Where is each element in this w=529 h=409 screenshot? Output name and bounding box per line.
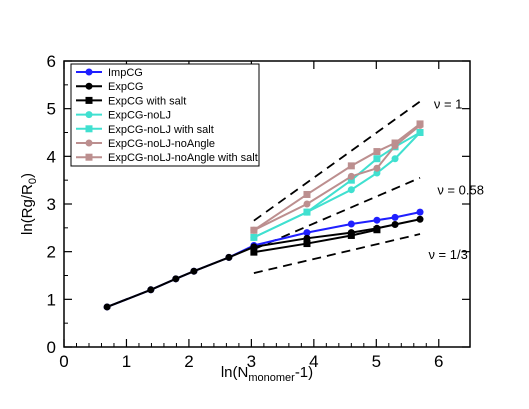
series-2-point-1: [303, 240, 311, 248]
x-axis-label-sub: monomer: [248, 372, 295, 384]
legend: ImpCG ExpCG ExpCG with salt ExpCG-noLJ ExpCG…: [70, 63, 260, 167]
series-2-point-3: [373, 226, 381, 234]
legend-label-6: ExpCG-noLJ-noAngle with salt: [108, 152, 258, 164]
legend-label-5: ExpCG-noLJ-noAngle: [108, 138, 215, 150]
y-tick-label-5: 5: [47, 100, 56, 119]
series-4-point-2: [347, 176, 355, 184]
legend-marker-0: [85, 68, 93, 76]
annotation-0: ν = 1: [434, 97, 463, 112]
x-axis-label-suffix: -1): [295, 364, 313, 381]
x-axis-label: ln(Nmonomer-1): [221, 364, 313, 384]
series-0-point-6: [303, 229, 311, 237]
y-axis-label-sub: 0: [27, 178, 39, 184]
legend-label-3: ExpCG-noLJ: [108, 110, 171, 122]
annotations: ν = 1 ν = 0.58 ν = 1/3: [428, 97, 484, 262]
series-6-point-3: [373, 148, 381, 156]
legend-label-2: ExpCG with salt: [108, 95, 186, 107]
series-6-point-4: [391, 139, 399, 147]
x-tick-label-3: 3: [247, 352, 256, 371]
y-tick-label-6: 6: [47, 52, 56, 71]
series-2: [250, 226, 381, 256]
series-1-point-0: [103, 303, 111, 311]
annotation-1: ν = 0.58: [437, 182, 484, 197]
x-tick-label-2: 2: [184, 352, 193, 371]
y-axis-label-prefix: ln(Rg/R: [19, 184, 36, 235]
legend-marker-6: [85, 153, 93, 161]
series-5-point-3: [373, 164, 381, 172]
series-1-point-4: [225, 253, 233, 261]
annotation-2: ν = 1/3: [428, 247, 467, 262]
series-6-point-2: [347, 162, 355, 170]
series-1-point-3: [190, 267, 198, 275]
reference-lines: [253, 100, 421, 274]
series-1-point-10: [416, 215, 424, 223]
legend-label-1: ExpCG: [108, 81, 143, 93]
series-2-point-2: [347, 231, 355, 239]
x-axis-label-prefix: ln(N: [221, 364, 249, 381]
series-4-point-5: [416, 129, 424, 136]
series-1-point-1: [147, 286, 155, 294]
legend-marker-4: [85, 125, 93, 133]
series-6: [250, 120, 424, 234]
legend-marker-5: [85, 139, 93, 147]
series-4-point-3: [373, 155, 381, 163]
series-4-point-1: [303, 208, 311, 216]
series-0-point-9: [391, 213, 399, 221]
series-3-point-2: [347, 186, 355, 194]
series-6-point-1: [303, 190, 311, 198]
series-line-6: [253, 123, 421, 232]
x-tick-label-5: 5: [372, 352, 381, 371]
series-0-point-8: [373, 216, 381, 224]
series-line-2: [253, 228, 378, 254]
legend-label-0: ImpCG: [108, 67, 143, 79]
series-line-4: [253, 131, 421, 239]
series-3-point-4: [391, 155, 399, 163]
series-5-point-1: [303, 200, 311, 208]
legend-box: [70, 63, 260, 167]
x-tick-label-6: 6: [434, 352, 443, 371]
x-tick-label-1: 1: [122, 352, 131, 371]
series-2-point-0: [250, 248, 258, 256]
axis-ticks: 0 1 2 3 4 5 6 0 1 2 3 4 5 6: [47, 52, 470, 371]
legend-label-4: ExpCG-noLJ with salt: [108, 124, 214, 136]
series-1-point-9: [391, 220, 399, 228]
y-tick-label-1: 1: [47, 290, 56, 309]
legend-marker-3: [85, 111, 93, 119]
y-tick-label-3: 3: [47, 195, 56, 214]
y-tick-label-2: 2: [47, 243, 56, 262]
y-tick-label-0: 0: [47, 338, 56, 357]
y-axis-label-suffix: ): [19, 173, 36, 178]
legend-marker-2: [85, 96, 93, 104]
y-tick-label-4: 4: [47, 147, 56, 166]
series-4-point-0: [250, 233, 258, 241]
series-6-point-5: [416, 120, 424, 128]
series-0-point-10: [416, 208, 424, 216]
reference-line-0: [253, 100, 421, 222]
series-1: [103, 215, 424, 311]
series-6-point-0: [250, 226, 258, 234]
data-series: [103, 120, 424, 311]
series-5-point-2: [347, 172, 355, 180]
y-axis-label: ln(Rg/R0): [19, 173, 39, 235]
series-0-point-7: [347, 220, 355, 228]
reference-line-1: [253, 176, 421, 251]
series-1-point-2: [172, 275, 180, 283]
reference-line-2: [253, 233, 421, 274]
x-tick-label-0: 0: [59, 352, 68, 371]
legend-marker-1: [85, 82, 93, 90]
series-line-5: [253, 124, 421, 232]
x-tick-label-4: 4: [309, 352, 318, 371]
